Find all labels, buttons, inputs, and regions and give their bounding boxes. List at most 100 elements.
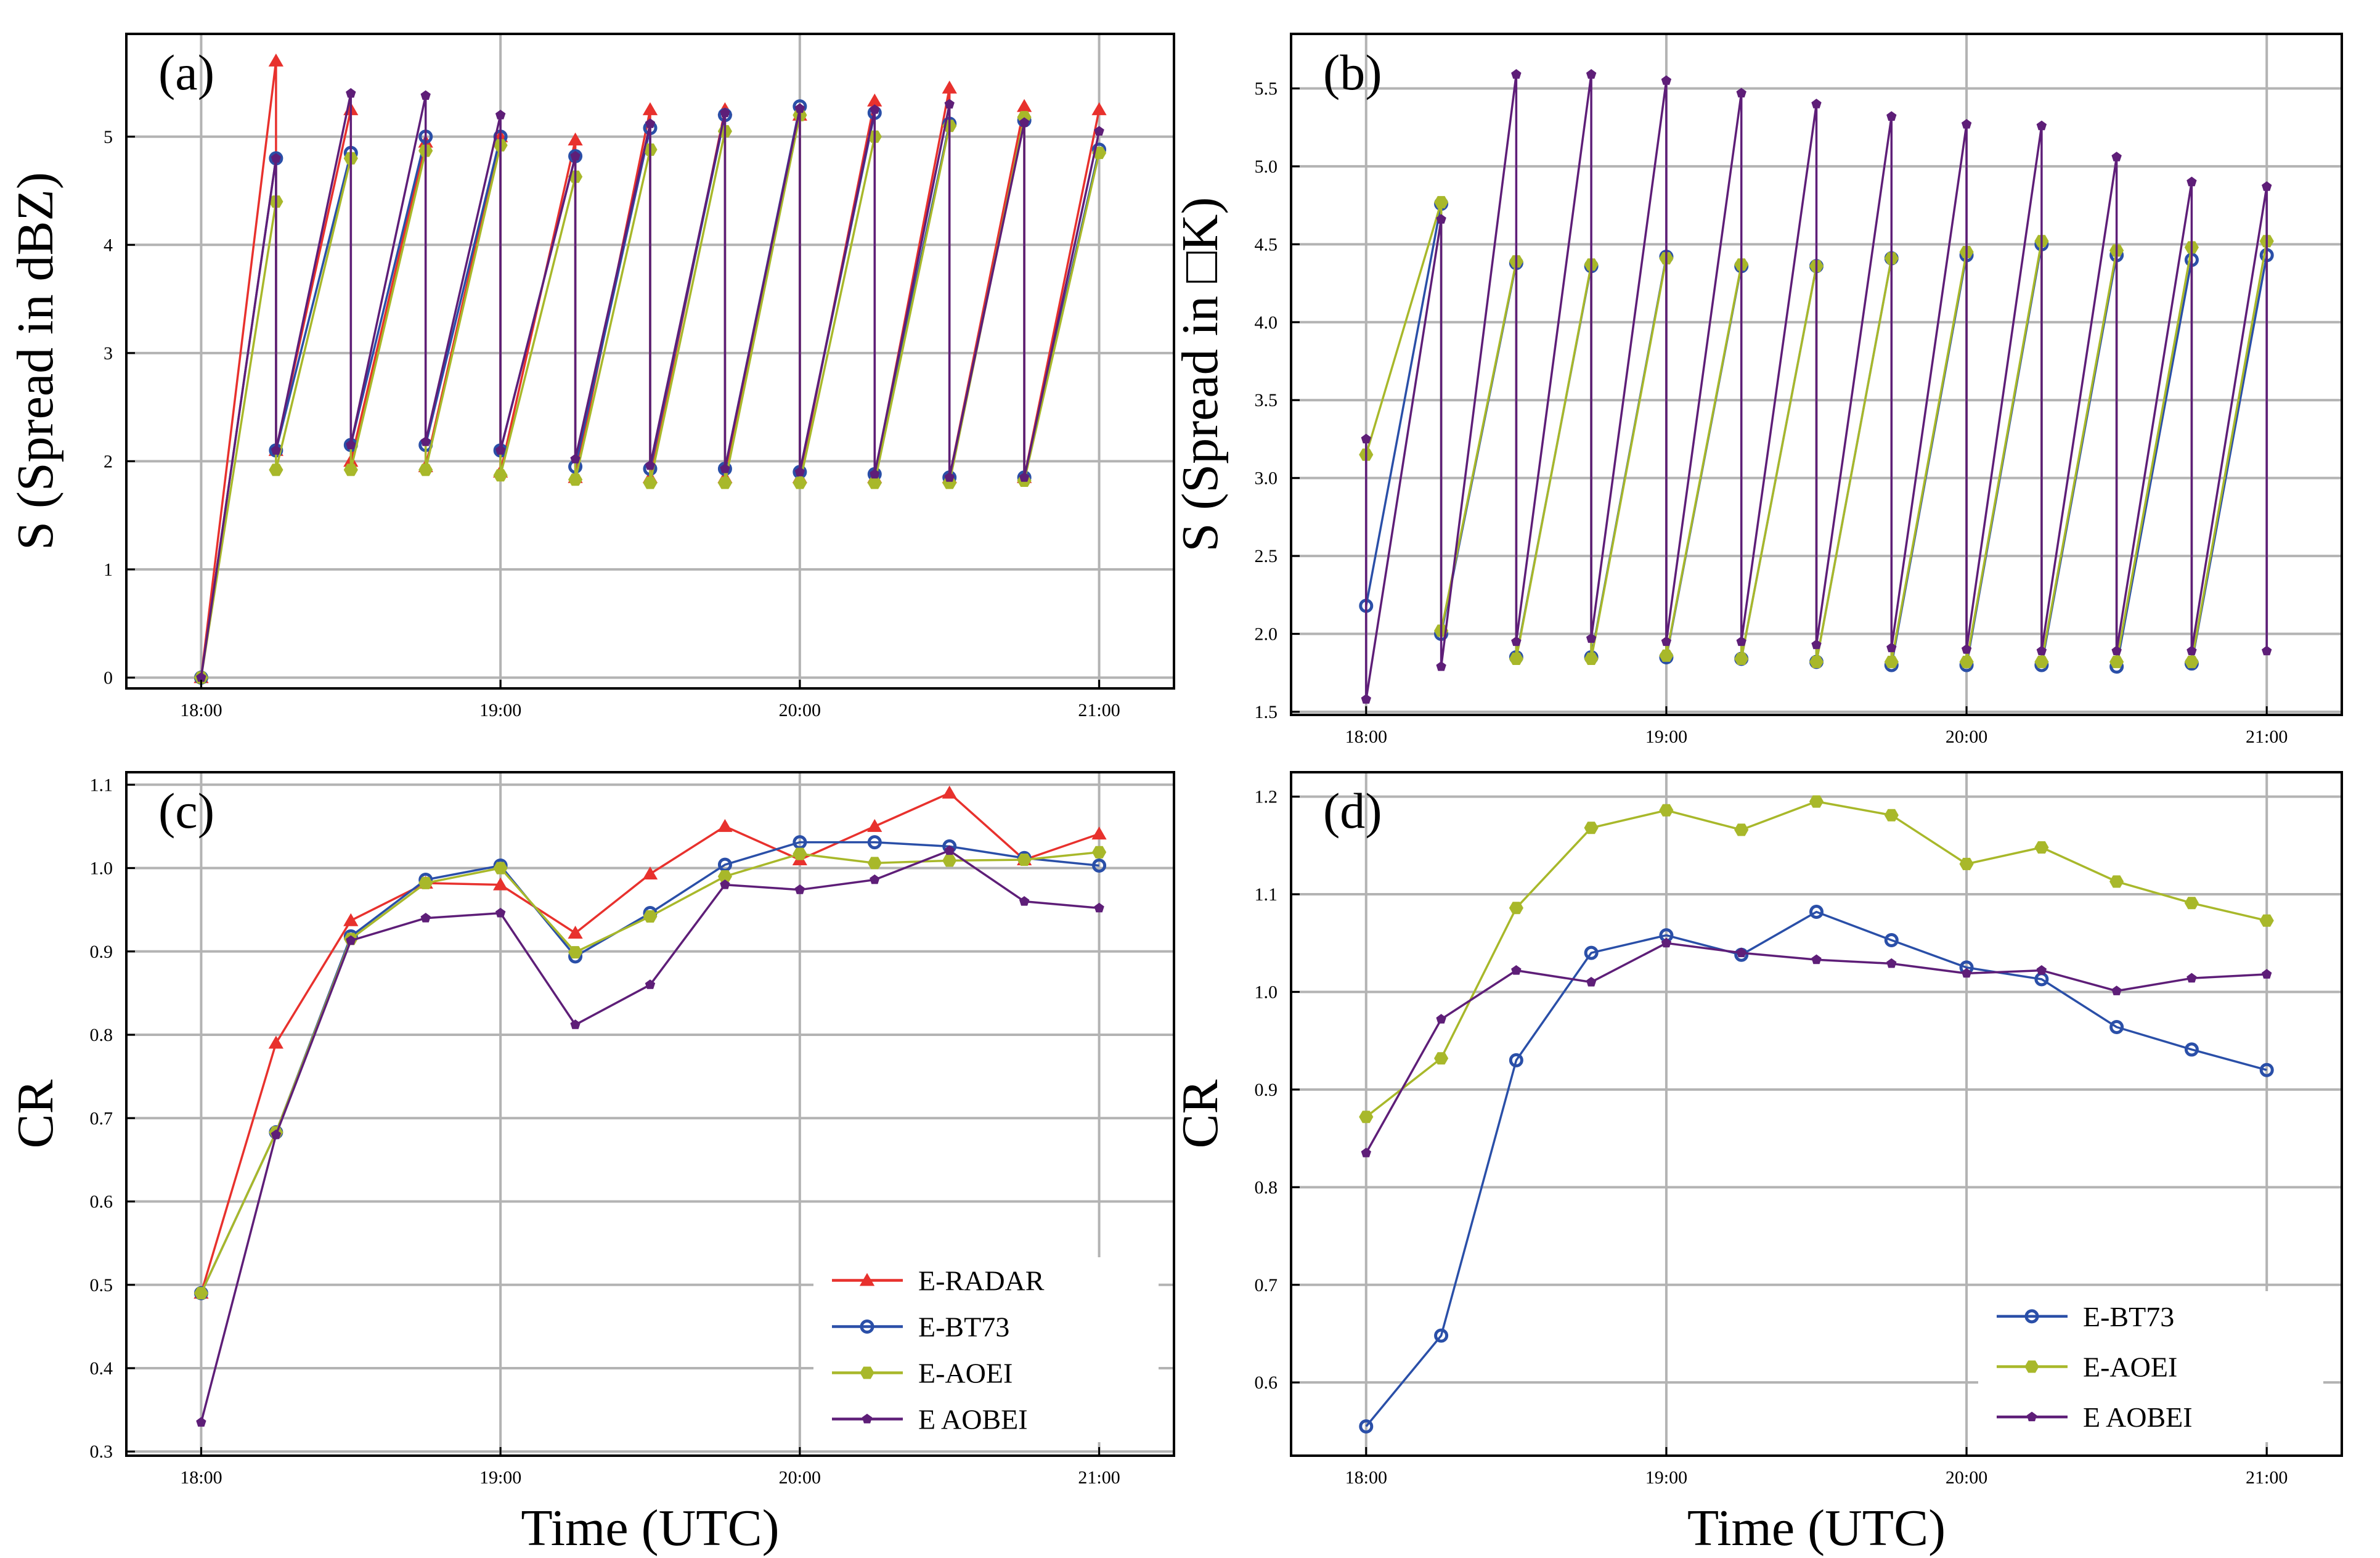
data-point bbox=[793, 847, 807, 860]
y-tick-label: 0.8 bbox=[90, 1025, 113, 1045]
data-point bbox=[2036, 120, 2047, 131]
y-tick-label: 0.3 bbox=[90, 1442, 113, 1462]
data-point bbox=[643, 910, 658, 923]
legend: E-BT73 E-AOEI E AOBEI bbox=[1978, 1291, 2323, 1442]
data-point bbox=[268, 53, 283, 67]
data-point bbox=[1586, 69, 1597, 79]
data-point bbox=[1361, 1148, 1371, 1157]
data-point bbox=[1586, 633, 1597, 643]
data-point bbox=[1091, 102, 1107, 115]
data-point bbox=[268, 1035, 283, 1049]
data-point bbox=[1436, 1014, 1446, 1024]
data-point bbox=[1434, 196, 1449, 209]
data-point bbox=[2262, 645, 2272, 656]
data-point bbox=[570, 454, 581, 463]
data-point bbox=[1092, 858, 1107, 873]
data-point bbox=[1809, 905, 1824, 920]
data-point bbox=[717, 818, 733, 832]
plot-frame bbox=[125, 33, 1175, 690]
legend-item: E-RADAR bbox=[832, 1265, 1045, 1297]
data-point bbox=[645, 979, 656, 989]
data-point bbox=[568, 473, 583, 486]
data-point bbox=[1734, 652, 1749, 665]
data-point bbox=[570, 1019, 581, 1029]
data-point bbox=[493, 877, 508, 891]
data-point bbox=[794, 103, 805, 113]
data-point bbox=[942, 854, 957, 867]
y-axis-title: S (Spread in □K) bbox=[1172, 197, 1229, 552]
y-tick-label: 1 bbox=[104, 560, 113, 580]
data-point bbox=[346, 935, 356, 945]
panel-label: (a) bbox=[158, 44, 214, 100]
data-point bbox=[1019, 472, 1030, 482]
data-point bbox=[346, 88, 356, 98]
legend-marker bbox=[2026, 1411, 2037, 1422]
x-tick-label: 20:00 bbox=[779, 1467, 821, 1488]
data-point bbox=[2034, 656, 2049, 669]
data-point bbox=[2184, 1042, 2199, 1057]
y-tick-label: 1.2 bbox=[1255, 787, 1278, 807]
data-point bbox=[1661, 937, 1672, 948]
data-point bbox=[794, 467, 805, 476]
data-point bbox=[867, 835, 882, 850]
y-tick-label: 5 bbox=[104, 127, 113, 147]
x-tick-label: 19:00 bbox=[1645, 1467, 1687, 1488]
data-point bbox=[1886, 642, 1897, 653]
data-point bbox=[793, 476, 807, 489]
y-tick-label: 0 bbox=[104, 667, 113, 688]
y-tick-label: 1.0 bbox=[1255, 982, 1278, 1002]
data-point bbox=[2111, 152, 2122, 161]
data-point bbox=[1359, 1419, 1374, 1434]
data-point bbox=[568, 925, 583, 939]
legend-marker bbox=[860, 1366, 874, 1379]
data-point bbox=[1884, 809, 1899, 822]
data-point bbox=[1361, 433, 1371, 444]
data-point bbox=[1886, 111, 1897, 121]
legend-marker bbox=[862, 1413, 873, 1424]
y-tick-label: 0.5 bbox=[90, 1275, 113, 1295]
data-point bbox=[495, 907, 506, 918]
data-point bbox=[1017, 99, 1032, 112]
data-point bbox=[1511, 636, 1522, 646]
series-e-aobei bbox=[196, 88, 1104, 682]
x-tick-label: 21:00 bbox=[2246, 727, 2288, 747]
data-point bbox=[570, 150, 581, 161]
data-point bbox=[271, 445, 282, 455]
series-e-aobei bbox=[196, 845, 1104, 1427]
data-point bbox=[944, 99, 955, 109]
data-point bbox=[2259, 914, 2274, 927]
data-point bbox=[493, 862, 508, 875]
y-tick-label: 2.5 bbox=[1255, 546, 1278, 566]
data-point bbox=[643, 476, 658, 489]
data-point bbox=[720, 879, 730, 889]
data-point bbox=[1436, 661, 1446, 671]
panel-d: 18:00 19:00 20:00 21:00 0.6 0.7 0.8 0.9 1.0 1.1 1.… bbox=[1172, 771, 2343, 1557]
data-point bbox=[942, 785, 957, 799]
y-tick-label: 0.6 bbox=[90, 1192, 113, 1212]
series-line bbox=[200, 841, 1099, 1294]
data-point bbox=[568, 946, 583, 959]
x-tick-label: 20:00 bbox=[1946, 727, 1987, 747]
data-point bbox=[1436, 214, 1446, 224]
data-point bbox=[1661, 636, 1672, 646]
data-point bbox=[867, 476, 882, 489]
data-point bbox=[343, 913, 359, 926]
data-point bbox=[1019, 895, 1030, 906]
y-tick-label: 3.5 bbox=[1255, 390, 1278, 410]
data-point bbox=[495, 110, 506, 120]
plot-frame bbox=[125, 771, 1175, 1457]
data-point bbox=[642, 867, 658, 879]
data-point bbox=[944, 472, 955, 482]
data-point bbox=[870, 104, 880, 114]
data-point bbox=[2186, 176, 2197, 187]
x-axis-title: Time (UTC) bbox=[521, 1499, 779, 1557]
data-point bbox=[343, 463, 358, 476]
data-point bbox=[2262, 969, 2272, 979]
data-point bbox=[1736, 88, 1746, 98]
legend-label: E-AOEI bbox=[918, 1358, 1013, 1389]
data-point bbox=[1434, 1052, 1449, 1065]
data-point bbox=[568, 132, 583, 145]
data-point bbox=[1509, 652, 1523, 665]
x-tick-label: 19:00 bbox=[479, 1467, 521, 1488]
data-point bbox=[2109, 875, 2124, 888]
